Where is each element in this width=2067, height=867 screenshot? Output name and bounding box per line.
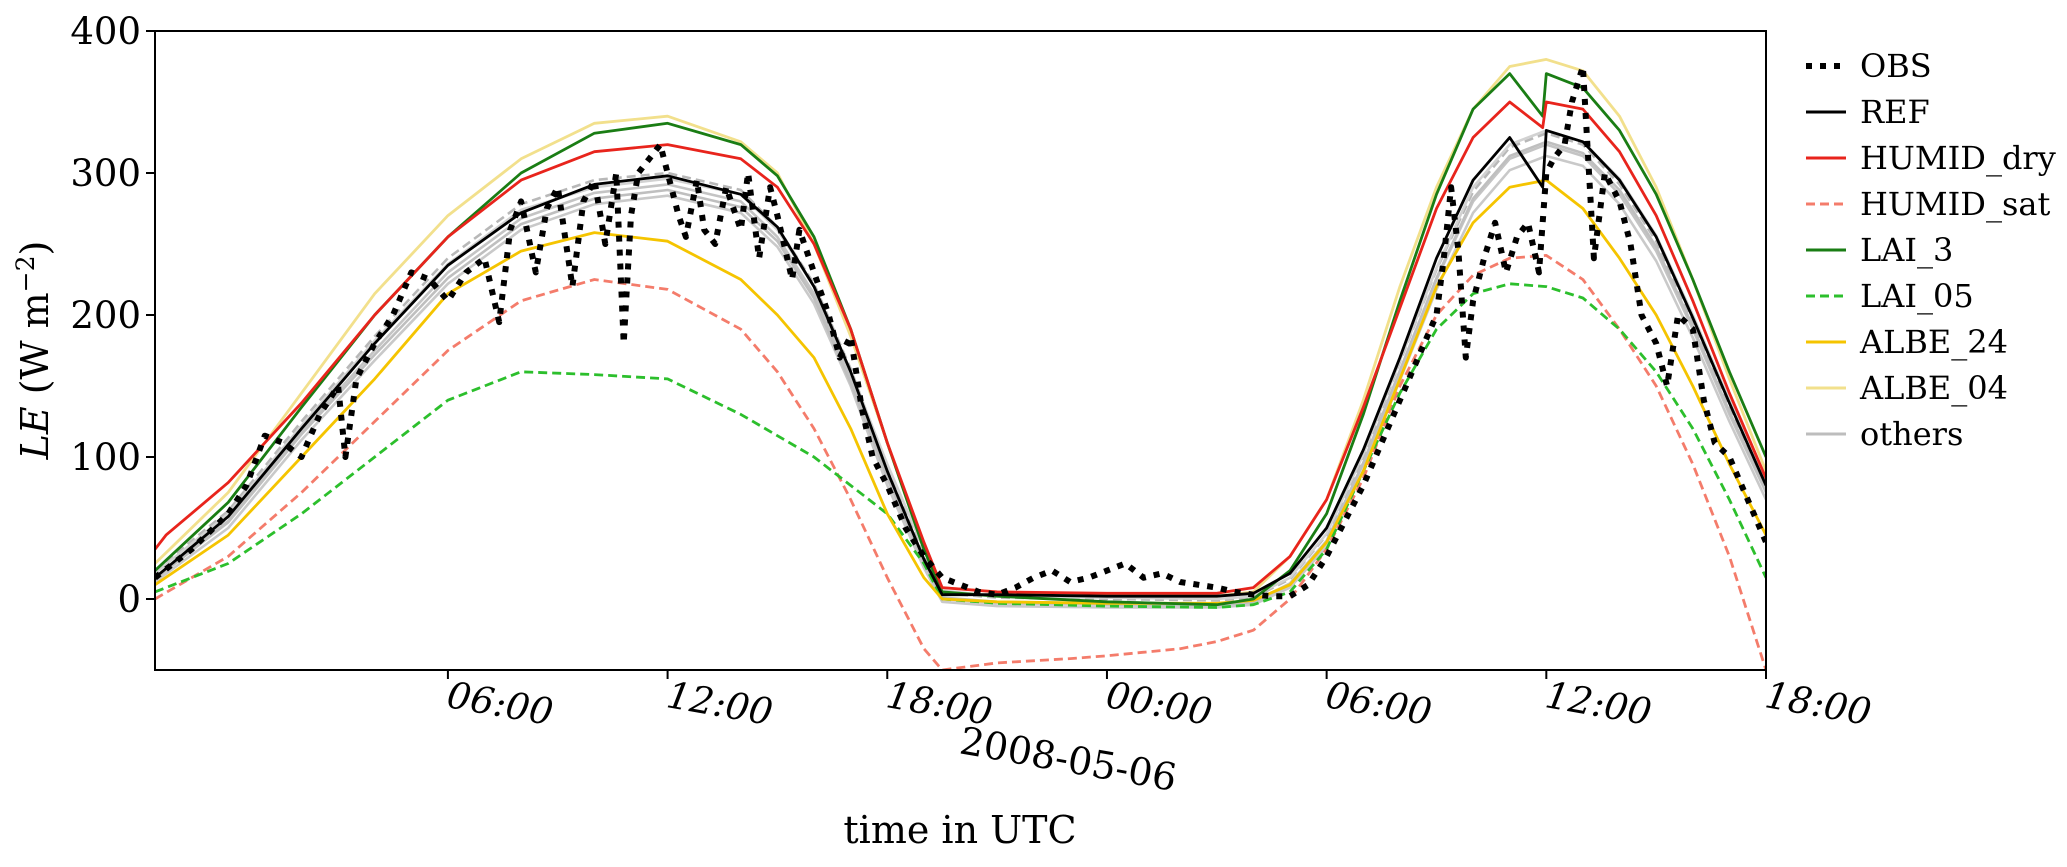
y-axis-title-symbol: LE [13, 406, 57, 460]
series-line-humid-sat [155, 254, 1766, 670]
y-tick-label: 200 [70, 294, 141, 337]
x-tick-label: 12:00 [664, 673, 776, 734]
y-axis-title-close: ) [13, 241, 57, 256]
series-line-lai-05 [155, 282, 1766, 609]
x-tick-label: 00:00 [1103, 673, 1215, 734]
x-axis-title: time in UTC [843, 808, 1076, 852]
series-line-others-3 [155, 129, 1766, 601]
y-tick-label: 100 [70, 436, 141, 479]
y-tick-label: 300 [70, 152, 141, 195]
legend-label-humid-dry: HUMID_dry [1860, 139, 2056, 177]
y-axis-title: LE (W m−2) [11, 241, 57, 461]
x-tick-label: 18:00 [1762, 673, 1874, 734]
series-layer [155, 58, 1766, 670]
series-line-ref [155, 129, 1766, 598]
legend-label-albe-04: ALBE_04 [1859, 369, 2008, 407]
series-line-albe-24 [155, 178, 1766, 605]
series-line-others-1 [155, 131, 1766, 602]
series-line-others-2 [155, 154, 1766, 609]
y-axis-title-exponent: −2 [11, 255, 40, 292]
legend: OBS REF HUMID_dry HUMID_sat LAI_3 LAI_05 ALBE_… [1806, 47, 2056, 453]
y-tick-label: 0 [117, 578, 141, 621]
legend-label-albe-24: ALBE_24 [1859, 323, 2008, 361]
y-axis: 0 100 200 300 400 [70, 10, 155, 621]
legend-label-obs: OBS [1860, 47, 1932, 85]
series-line-others-0 [155, 143, 1766, 608]
x-axis-date-label: 2008-05-06 [957, 719, 1180, 800]
legend-label-lai-3: LAI_3 [1860, 231, 1953, 269]
x-axis: 06:00 12:00 18:00 00:00 06:00 12:00 18:00 [444, 670, 1874, 734]
y-tick-label: 400 [70, 10, 141, 53]
series-line-humid-dry [155, 100, 1766, 595]
plot-frame [154, 30, 1767, 671]
x-tick-label: 06:00 [1323, 673, 1435, 734]
series-line-albe-04 [155, 58, 1766, 598]
legend-label-humid-sat: HUMID_sat [1860, 185, 2050, 223]
x-tick-label: 06:00 [444, 673, 556, 734]
x-tick-label: 12:00 [1542, 673, 1654, 734]
legend-label-ref: REF [1860, 93, 1930, 131]
series-line-others-4 [155, 140, 1766, 606]
series-line-obs [155, 63, 1766, 600]
legend-label-lai-05: LAI_05 [1860, 277, 1974, 315]
y-axis-title-units: (W m [13, 292, 57, 394]
series-line-lai-3 [155, 72, 1766, 607]
legend-label-others: others [1860, 415, 1963, 453]
